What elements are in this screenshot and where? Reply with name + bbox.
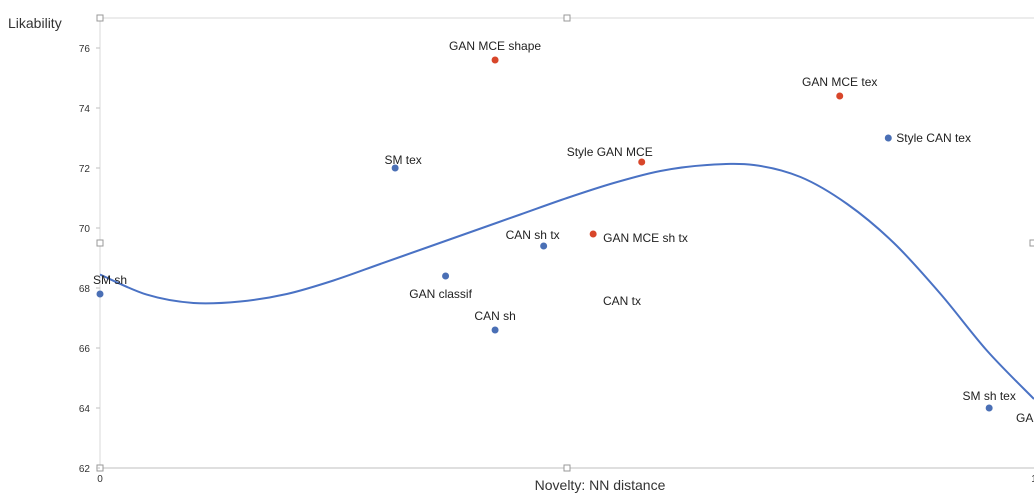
point-gan-mce-tex bbox=[836, 92, 844, 100]
point-sm-sh-tex bbox=[985, 404, 993, 412]
point-sm-sh bbox=[96, 290, 104, 298]
point-style-gan-mce bbox=[638, 158, 646, 166]
x-tick-labels: 01 bbox=[97, 474, 1034, 485]
y-tick-label: 72 bbox=[79, 164, 91, 175]
point-gan-mce-sh-tx bbox=[589, 230, 597, 238]
point-label-gan-classif: GAN classif bbox=[409, 287, 472, 301]
x-tick-label: 0 bbox=[97, 474, 103, 485]
y-tick-label: 70 bbox=[79, 224, 91, 235]
point-label-sm-tex: SM tex bbox=[384, 153, 421, 167]
floating-label-ga: GA bbox=[1016, 411, 1033, 425]
point-label-gan-mce-tex: GAN MCE tex bbox=[802, 75, 877, 89]
selection-handle[interactable] bbox=[563, 14, 571, 22]
point-label-gan-mce-shape: GAN MCE shape bbox=[449, 39, 541, 53]
y-tick-label: 74 bbox=[79, 104, 91, 115]
plot-area-frame bbox=[96, 14, 1034, 472]
y-tick-label: 76 bbox=[79, 44, 91, 55]
point-can-sh bbox=[491, 326, 499, 334]
x-tick-label: 1 bbox=[1031, 474, 1034, 485]
point-style-can-tex bbox=[884, 134, 892, 142]
point-label-can-sh: CAN sh bbox=[474, 309, 515, 323]
point-label-style-gan-mce: Style GAN MCE bbox=[567, 145, 653, 159]
y-axis-title: Likability bbox=[8, 15, 62, 31]
point-label-can-sh-tx: CAN sh tx bbox=[506, 228, 560, 242]
selection-handle[interactable] bbox=[96, 14, 104, 22]
point-can-sh-tx bbox=[540, 242, 548, 250]
point-gan-classif bbox=[442, 272, 450, 280]
point-label-gan-mce-sh-tx: GAN MCE sh tx bbox=[603, 231, 688, 245]
floating-labels: CAN tx GA bbox=[603, 294, 1033, 425]
y-tick-label: 62 bbox=[79, 464, 91, 475]
x-axis-title: Novelty: NN distance bbox=[535, 477, 666, 493]
selection-handle[interactable] bbox=[563, 464, 571, 472]
point-gan-mce-shape bbox=[491, 56, 499, 64]
point-label-sm-sh-tex: SM sh tex bbox=[962, 389, 1015, 403]
point-label-sm-sh: SM sh bbox=[93, 273, 127, 287]
trendline bbox=[99, 162, 1034, 400]
y-tick-label: 64 bbox=[79, 404, 91, 415]
y-tick-label: 68 bbox=[79, 284, 91, 295]
selection-handle[interactable] bbox=[1029, 239, 1034, 247]
selection-handle[interactable] bbox=[96, 239, 104, 247]
point-sm-tex bbox=[391, 164, 399, 172]
y-tick-labels: 62 64 66 68 70 72 74 76 bbox=[79, 44, 100, 475]
point-label-style-can-tex: Style CAN tex bbox=[896, 131, 971, 145]
y-tick-label: 66 bbox=[79, 344, 91, 355]
floating-label-can-tx: CAN tx bbox=[603, 294, 641, 308]
